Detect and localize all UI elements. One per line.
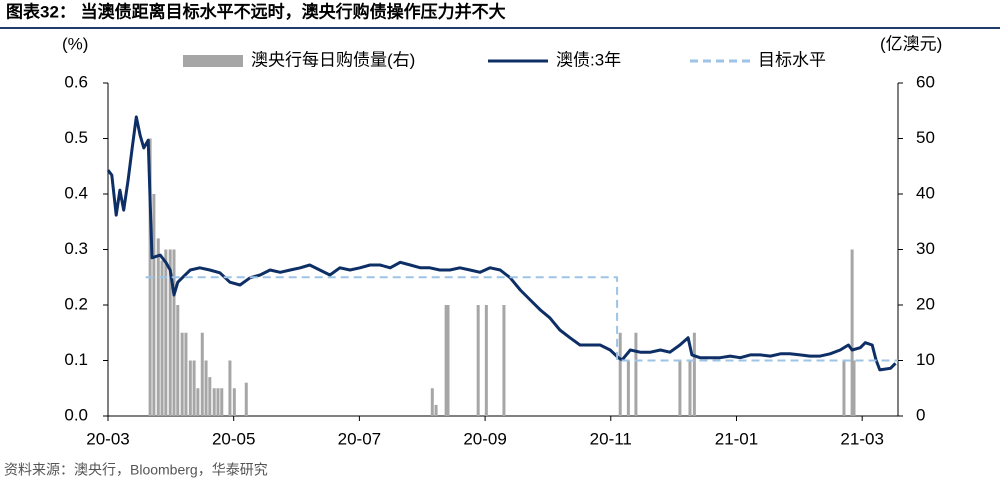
y2-tick-label: 60 [916, 72, 935, 91]
y2-tick-label: 40 [916, 183, 935, 202]
bar [634, 332, 638, 416]
bar [484, 305, 488, 416]
legend-label: 澳债:3年 [556, 50, 621, 69]
bar [204, 360, 208, 416]
bar [444, 305, 448, 416]
legend-swatch [183, 55, 243, 67]
bar [678, 360, 682, 416]
bar [434, 404, 438, 416]
source: 资料来源：澳央行，Bloomberg，华泰研究 [4, 462, 268, 478]
x-tick-label: 21-01 [715, 429, 758, 448]
y-tick-label: 0.5 [64, 128, 88, 147]
bar [172, 249, 176, 416]
bar [160, 260, 164, 416]
bar [200, 332, 204, 416]
bar [850, 249, 854, 416]
x-tick-label: 20-05 [212, 429, 255, 448]
bar [476, 305, 480, 416]
bar [842, 360, 846, 416]
chart-title: 图表32： 当澳债距离目标水平不远时，澳央行购债操作压力并不大 [6, 1, 506, 21]
x-tick-label: 20-11 [590, 429, 632, 448]
y2-axis-label: (亿澳元) [880, 34, 942, 53]
y-tick-label: 0.2 [64, 294, 88, 313]
bar [244, 382, 248, 416]
bar [502, 305, 506, 416]
bar [168, 249, 172, 416]
bar [220, 388, 224, 416]
bar [188, 360, 192, 416]
bar [692, 332, 696, 416]
bar [216, 388, 220, 416]
y2-tick-label: 0 [916, 405, 925, 424]
bar [208, 377, 212, 416]
y-tick-label: 0.0 [64, 405, 88, 424]
y-tick-label: 0.6 [64, 72, 88, 91]
y-axis-label: (%) [62, 34, 88, 53]
bar [196, 388, 200, 416]
bar [192, 360, 196, 416]
y2-tick-label: 30 [916, 239, 935, 258]
bar [180, 332, 184, 416]
x-tick-label: 20-03 [86, 429, 129, 448]
line [106, 115, 897, 372]
y-tick-label: 0.1 [64, 350, 88, 369]
bar [228, 360, 232, 416]
y-tick-label: 0.4 [64, 183, 88, 202]
legend-label: 目标水平 [758, 50, 826, 69]
y-tick-label: 0.3 [64, 239, 88, 258]
bar [446, 305, 450, 416]
y2-tick-label: 20 [916, 294, 935, 313]
target-line [145, 276, 898, 362]
legend-label: 澳央行每日购债量(右) [251, 50, 415, 69]
x-tick-label: 21-03 [840, 429, 883, 448]
x-tick-label: 20-09 [463, 429, 506, 448]
bar [852, 360, 856, 416]
y2-tick-label: 10 [916, 350, 935, 369]
bar [156, 238, 160, 416]
bar [232, 388, 236, 416]
bar [164, 249, 168, 416]
bar [152, 194, 156, 416]
bar [176, 305, 180, 416]
bar [430, 388, 434, 416]
x-tick-label: 20-07 [338, 429, 381, 448]
bar [688, 360, 692, 416]
y2-tick-label: 50 [916, 128, 935, 147]
bar [618, 332, 622, 416]
bar [212, 388, 216, 416]
bar [184, 332, 188, 416]
bar [626, 360, 630, 416]
